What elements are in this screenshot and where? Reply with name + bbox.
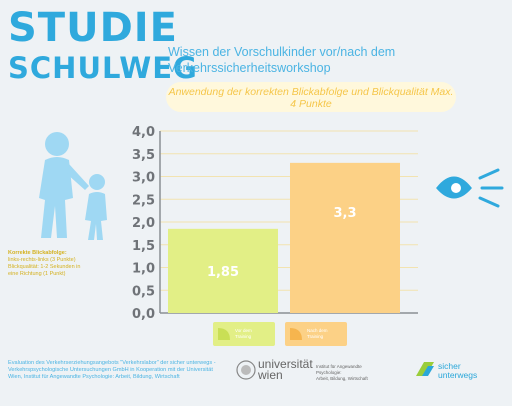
y-tick-label: 0,5: [132, 284, 155, 299]
university-logo-text: universität wien: [258, 357, 313, 382]
y-tick-label: 2,0: [132, 216, 155, 231]
title-schulweg: SCHULWEG: [8, 51, 198, 85]
institute-text: Institut für Angewandte Psychologie: Arb…: [316, 364, 386, 382]
legend-after-label-2: Training: [307, 334, 324, 339]
chart-heading: Wissen der Vorschulkinder vor/nach dem V…: [168, 44, 488, 76]
bar-value-label: 3,3: [333, 206, 356, 221]
legend-before-label-2: Training: [235, 334, 252, 339]
bar-value-label: 1,85: [207, 265, 239, 280]
logo-unterwegs: unterwegs: [438, 370, 478, 380]
footer-line-1: Evaluation des Verkehrserziehungsangebot…: [8, 360, 216, 366]
note-line-2: links-rechts-links (3 Punkte): [8, 257, 76, 263]
subtitle-box: [166, 82, 456, 112]
legend-after: Nach dem Training: [285, 322, 347, 346]
note-line-3: Blickqualität: 1-2 Sekunden in: [8, 264, 81, 270]
footer-text: Evaluation des Verkehrserziehungsangebot…: [8, 360, 248, 381]
sicher-unterwegs-logo-icon: [416, 362, 434, 376]
y-tick-label: 4,0: [132, 125, 155, 140]
logo-sicher: sicher: [438, 361, 461, 371]
title-studie: STUDIE: [8, 5, 178, 51]
legend-after-label-1: Nach dem: [307, 328, 328, 333]
university-city: wien: [258, 368, 283, 382]
y-tick-label: 1,5: [132, 239, 155, 254]
children-illustration: [39, 132, 107, 240]
y-tick-label: 2,5: [132, 193, 155, 208]
university-seal-icon: [236, 360, 256, 380]
university-name: universität: [258, 357, 313, 371]
institute-line-1: Institut für Angewandte Psychologie:: [316, 364, 362, 375]
footer-line-2: Verkehrspsychologische Untersuchungen Gm…: [8, 367, 213, 373]
chart-subtitle: Anwendung der korrekten Blickabfolge und…: [168, 86, 454, 110]
note-line-1: Korrekte Blickabfolge:: [8, 250, 67, 256]
legend-before: Vor dem Training: [213, 322, 275, 346]
legend-before-label-1: Vor dem: [235, 328, 252, 333]
sicher-unterwegs-logo-text: sicher unterwegs: [438, 362, 477, 380]
eye-icon: [436, 168, 504, 208]
bar: [168, 228, 278, 313]
y-tick-label: 3,5: [132, 148, 155, 163]
scoring-note: Korrekte Blickabfolge: links-rechts-link…: [8, 250, 118, 278]
legend-before-swatch: [218, 328, 230, 340]
note-line-4: eine Richtung (1 Punkt): [8, 271, 66, 277]
y-tick-label: 1,0: [132, 262, 155, 277]
y-tick-label: 0,0: [132, 307, 155, 322]
y-tick-label: 3,0: [132, 171, 155, 186]
institute-line-2: Arbeit, Bildung, Wirtschaft: [316, 376, 368, 381]
chart-heading-text: Wissen der Vorschulkinder vor/nach dem V…: [168, 45, 396, 75]
footer-line-3: Wien, Institut für Angewandte Psychologi…: [8, 374, 180, 380]
bar: [290, 162, 400, 313]
legend: Vor dem Training Nach dem Training: [213, 322, 353, 348]
legend-after-swatch: [290, 328, 302, 340]
